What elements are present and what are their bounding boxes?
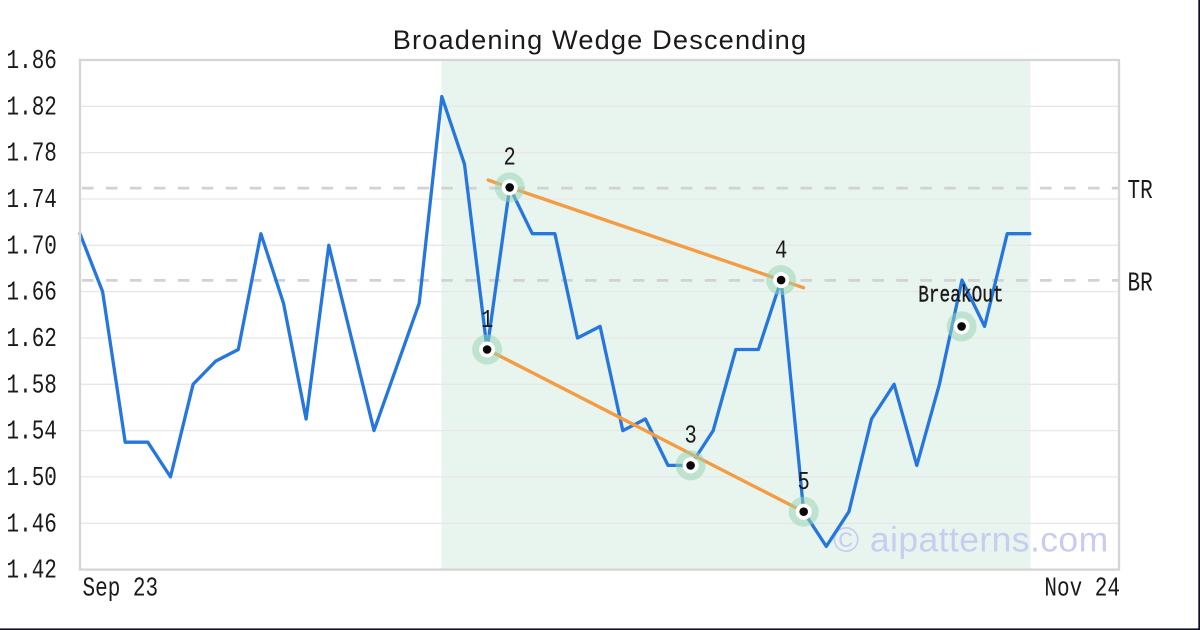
svg-text:1.66: 1.66 [7,279,57,309]
svg-text:4: 4 [775,236,787,265]
svg-text:1.82: 1.82 [7,93,57,123]
svg-text:Sep 23: Sep 23 [83,574,159,604]
svg-text:1.70: 1.70 [7,232,57,262]
svg-text:2: 2 [504,144,516,173]
svg-text:1: 1 [481,306,493,335]
svg-text:1.42: 1.42 [7,557,57,587]
svg-text:1.74: 1.74 [7,186,57,216]
svg-text:1.58: 1.58 [7,371,57,401]
svg-text:1.46: 1.46 [7,510,57,540]
svg-text:TR: TR [1128,177,1153,207]
svg-text:1.86: 1.86 [7,47,57,77]
svg-text:Nov 24: Nov 24 [1044,574,1120,604]
svg-text:BreakOut: BreakOut [918,284,1003,310]
svg-text:1.78: 1.78 [7,140,57,170]
svg-text:BR: BR [1128,269,1153,299]
svg-text:1.54: 1.54 [7,418,57,448]
svg-text:Broadening Wedge Descending: Broadening Wedge Descending [393,24,807,55]
svg-text:3: 3 [684,422,696,451]
svg-text:1.62: 1.62 [7,325,57,355]
svg-text:5: 5 [798,468,810,497]
svg-text:1.50: 1.50 [7,464,57,494]
svg-text:© aipatterns.com: © aipatterns.com [833,519,1109,559]
